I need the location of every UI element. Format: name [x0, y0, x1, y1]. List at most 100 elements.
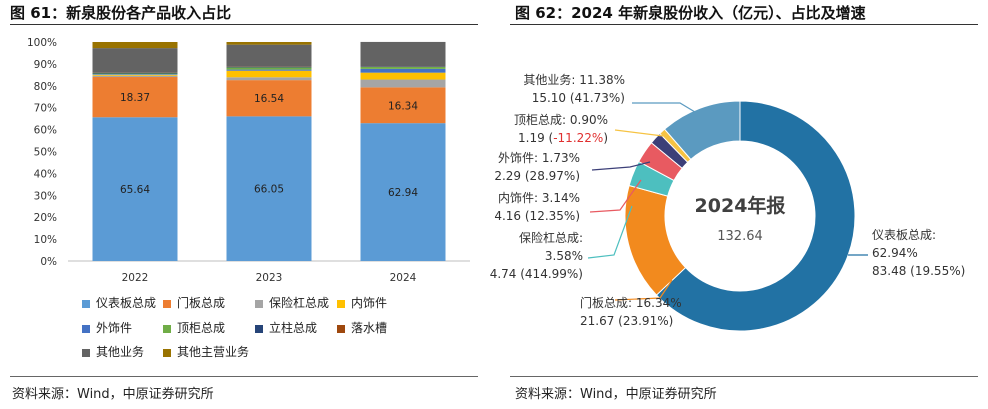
y-tick-label: 20% [34, 212, 57, 224]
y-tick-label: 10% [34, 234, 57, 246]
leader-line [589, 179, 642, 213]
donut-center-value: 132.64 [717, 229, 763, 244]
slice-label: 其他业务: 11.38% [523, 72, 625, 87]
bar-segment [92, 74, 178, 75]
stacked-bar-chart: 0% 10% 20% 30% 40% 50% 60% 70% 80% 90% 100% 65.64 18… [27, 37, 470, 359]
right-chart-title: 图 62：2024 年新泉股份收入（亿元）、占比及增速 [515, 4, 866, 22]
donut-slice [663, 100, 741, 161]
leader-line [614, 129, 664, 137]
bar-segment [92, 72, 178, 74]
bar-segment [360, 41, 446, 67]
legend-label: 立柱总成 [269, 320, 317, 335]
x-tick-label: 2023 [256, 272, 283, 284]
bar-segment [360, 87, 446, 124]
slice-label: 4.16 (12.35%) [494, 209, 580, 223]
slice-label: 内饰件: 3.14% [498, 191, 580, 205]
bar-segment [226, 70, 312, 78]
slice-label: 1.19 (-11.22%) [518, 131, 608, 145]
right-title-rule [510, 24, 978, 25]
left-chart-title: 图 61：新泉股份各产品收入占比 [10, 4, 232, 22]
legend-swatch [82, 325, 90, 333]
y-tick-label: 100% [27, 37, 57, 49]
legend-label: 内饰件 [351, 296, 387, 310]
slice-label: 21.67 (23.91%) [580, 314, 673, 328]
bar-segment [360, 123, 446, 261]
slice-label: 62.94% [872, 246, 918, 260]
bar-segment [226, 69, 312, 71]
bar-segment [92, 73, 178, 75]
bar-segment [360, 79, 446, 88]
y-tick-label: 0% [40, 256, 57, 268]
y-tick-label: 50% [34, 147, 57, 159]
leader-line [632, 102, 696, 113]
bar-segment [226, 77, 312, 81]
bar-segment [360, 72, 446, 80]
slice-label: 仪表板总成: [872, 228, 936, 242]
legend-swatch [163, 349, 171, 357]
bar-segment [226, 66, 312, 68]
legend-swatch [337, 300, 345, 308]
bar-segment [360, 66, 446, 69]
slice-label: 2.29 (28.97%) [494, 169, 580, 183]
slice-label: 83.48 (19.55%) [872, 264, 965, 278]
slice-label: 3.58% [545, 249, 583, 263]
leader-line [614, 279, 673, 301]
legend-label: 其他主营业务 [177, 344, 249, 359]
leader-line [587, 205, 633, 259]
bar-segment [360, 66, 446, 67]
bar-data-label: 18.37 [120, 92, 150, 104]
slice-label: 15.10 (41.73%) [532, 91, 625, 105]
bar-data-label: 16.34 [388, 100, 418, 112]
legend-swatch [82, 349, 90, 357]
bar-segment [226, 67, 312, 70]
legend-label: 仪表板总成 [96, 296, 156, 310]
bar-segment [92, 77, 178, 118]
bar-segment [226, 42, 312, 45]
legend-label: 落水槽 [351, 321, 387, 335]
legend-label: 顶柜总成 [177, 321, 225, 335]
y-tick-label: 60% [34, 125, 57, 137]
bar-segment [92, 74, 178, 76]
bar-data-label: 62.94 [388, 187, 418, 199]
bar-data-label: 16.54 [254, 93, 284, 105]
legend-swatch [337, 325, 345, 333]
slice-label: 顶柜总成: 0.90% [514, 113, 608, 127]
legend-swatch [255, 300, 263, 308]
bar-data-label: 66.05 [254, 184, 284, 196]
y-tick-label: 70% [34, 103, 57, 115]
legend-swatch [82, 300, 90, 308]
leader-line [591, 161, 651, 171]
donut-center-title: 2024年报 [695, 194, 786, 217]
y-tick-label: 30% [34, 190, 57, 202]
slice-label: 4.74 (414.99%) [490, 267, 583, 281]
bar-segment [92, 75, 178, 78]
donut-chart: 仪表板总成: 62.94% 83.48 (19.55%) 门板总成: 16.34% 21… [490, 72, 965, 332]
bar-data-label: 65.64 [120, 184, 150, 196]
y-tick-label: 90% [34, 59, 57, 71]
legend-label: 外饰件 [96, 321, 132, 335]
slice-label: 外饰件: 1.73% [498, 151, 580, 165]
legend-swatch [163, 325, 171, 333]
slice-label: 门板总成: 16.34% [580, 295, 682, 310]
left-title-rule [10, 24, 478, 25]
right-source-note: 资料来源：Wind，中原证券研究所 [515, 387, 717, 402]
slice-label: 保险杠总成: [519, 230, 583, 245]
bar-segment [226, 44, 312, 67]
x-tick-label: 2022 [122, 272, 149, 284]
bar-segment [92, 42, 178, 49]
bar-segment [92, 48, 178, 73]
left-source-note: 资料来源：Wind，中原证券研究所 [12, 387, 214, 402]
legend-label: 保险杠总成 [269, 295, 329, 310]
bar-segment [92, 117, 178, 261]
bar-segment [360, 68, 446, 73]
y-tick-label: 40% [34, 168, 57, 180]
legend-swatch [255, 325, 263, 333]
bar-segment [226, 116, 312, 262]
x-tick-label: 2024 [390, 272, 417, 284]
legend-label: 其他业务 [96, 344, 144, 359]
legend-label: 门板总成 [177, 295, 225, 310]
bar-segment [226, 80, 312, 117]
y-tick-label: 80% [34, 81, 57, 93]
right-source-rule [510, 376, 978, 377]
left-source-rule [10, 376, 478, 377]
